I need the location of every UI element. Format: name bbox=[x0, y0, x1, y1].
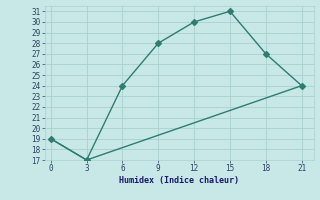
X-axis label: Humidex (Indice chaleur): Humidex (Indice chaleur) bbox=[119, 176, 239, 185]
